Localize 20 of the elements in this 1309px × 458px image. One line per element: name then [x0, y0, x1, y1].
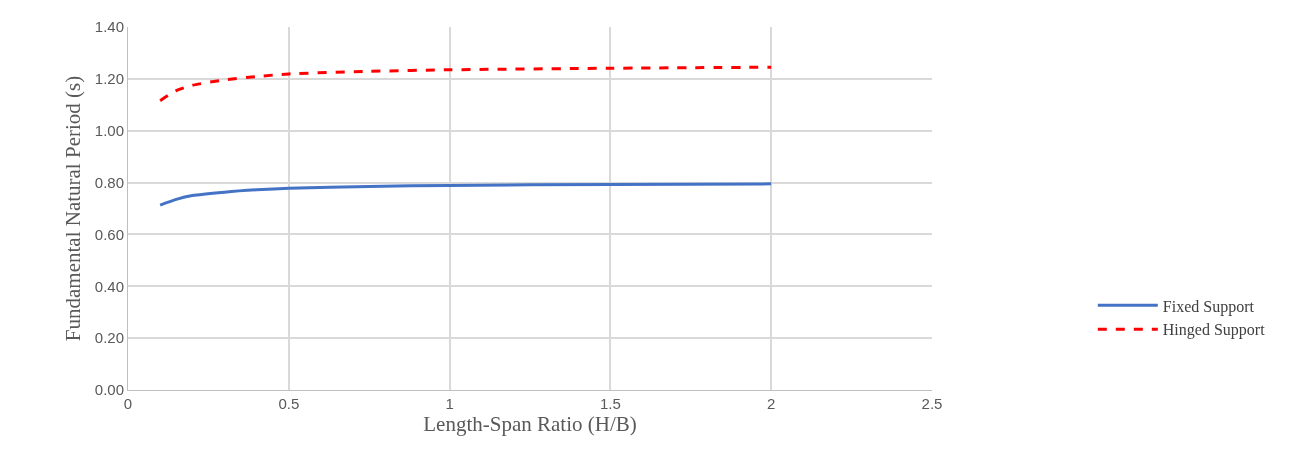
y-tick-label: 0.60: [94, 225, 124, 243]
legend-label: Fixed Support: [1162, 297, 1255, 316]
x-tick-label: 1.5: [599, 395, 621, 412]
y-tick-label: 1.40: [94, 18, 124, 36]
legend-label: Hinged Support: [1162, 321, 1266, 340]
x-tick-label: 1: [445, 395, 454, 412]
y-tick-label: 0.40: [94, 277, 124, 295]
x-tick-label: 2.5: [921, 395, 943, 412]
x-axis-title: Length-Span Ratio (H/B): [423, 412, 637, 436]
y-tick-label: 0.80: [94, 173, 124, 191]
y-tick-label: 0.20: [94, 329, 124, 347]
line-series: [158, 65, 773, 103]
y-tick-label: 1.20: [94, 70, 124, 88]
x-tick-label: 0: [123, 395, 133, 412]
y-tick-label: 1.00: [94, 121, 124, 139]
line-series: [158, 182, 773, 207]
x-tick-label: 0.5: [278, 395, 300, 412]
y-axis-title: Fundamental Natural Period (s): [60, 75, 85, 342]
x-tick-label: 2: [767, 395, 776, 412]
y-tick-label: 0.00: [94, 381, 124, 399]
